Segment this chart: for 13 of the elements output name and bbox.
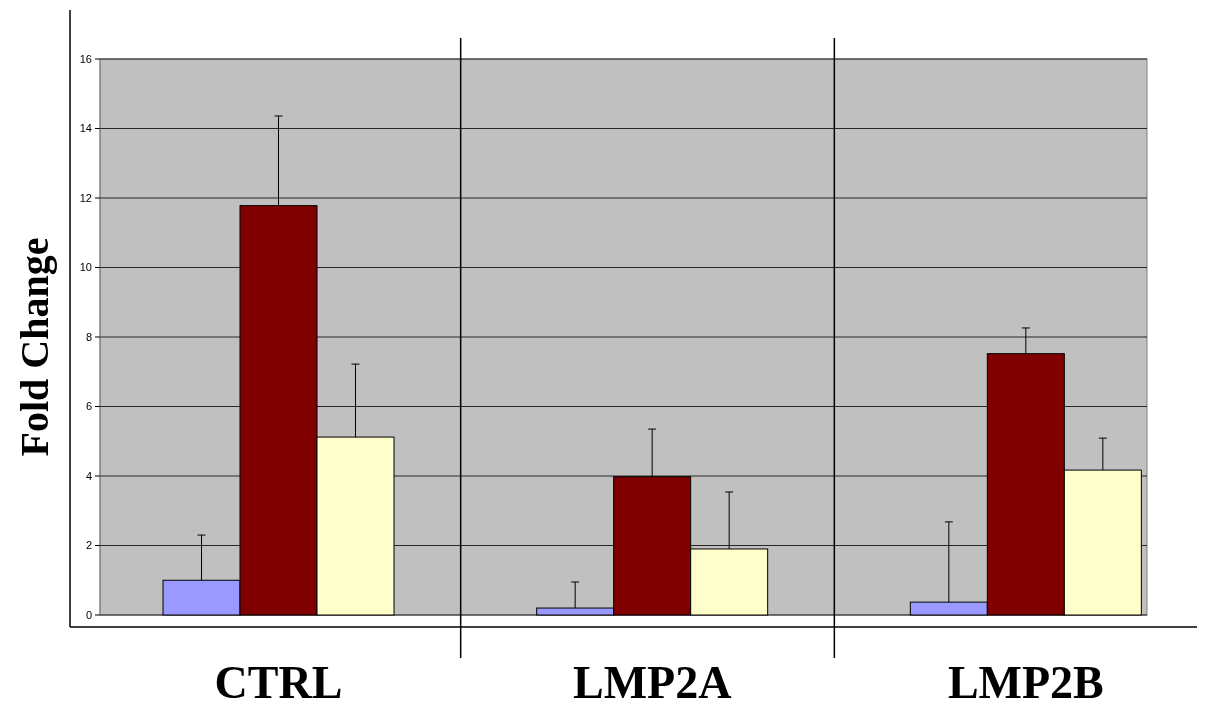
- y-tick-label: 4: [85, 469, 92, 482]
- y-tick-label: 14: [79, 122, 92, 135]
- y-tick-label: 6: [85, 400, 92, 413]
- y-tick-label: 0: [85, 608, 92, 621]
- y-tick-label: 8: [85, 330, 92, 343]
- x-tick-label: LMP2B: [947, 657, 1104, 708]
- y-tick-label: 2: [85, 539, 92, 552]
- y-tick-label: 10: [79, 261, 92, 274]
- y-axis-title: Fold Change: [12, 237, 57, 457]
- x-tick-label: CTRL: [214, 657, 343, 708]
- x-tick-label: LMP2A: [572, 657, 732, 708]
- y-tick-label: 16: [79, 52, 92, 65]
- y-tick-label: 12: [79, 191, 92, 204]
